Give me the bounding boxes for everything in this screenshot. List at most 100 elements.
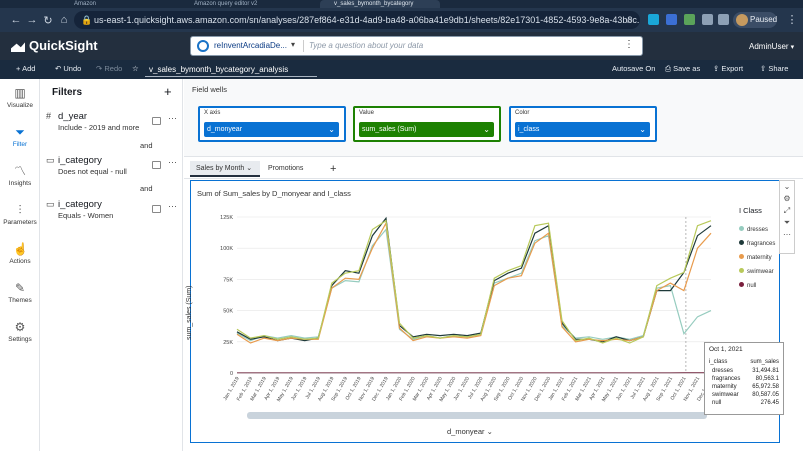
brand-name: QuickSight — [29, 38, 98, 53]
tooltip-row: swimwear 80,587.05 — [712, 392, 779, 398]
filter-scope-icon[interactable] — [152, 161, 161, 169]
actions-icon: ☝ — [13, 242, 28, 256]
chevron-down-icon[interactable]: ▾ — [291, 40, 296, 49]
filter-and-label: and — [140, 141, 153, 150]
text-field-icon: ▭ — [46, 155, 55, 165]
tab-sales-by-month[interactable]: Sales by Month ⌄ — [190, 161, 260, 177]
filter-scope-icon[interactable] — [152, 205, 161, 213]
insights-icon: 〽 — [13, 164, 26, 178]
puzzle-icon[interactable] — [718, 14, 729, 25]
legend-item[interactable]: swimwear — [739, 268, 774, 275]
redo-button[interactable]: ↷ Redo — [96, 64, 123, 73]
more-options-icon[interactable]: ⋮ — [624, 39, 634, 50]
filter-scope-icon[interactable] — [152, 117, 161, 125]
extension-icon[interactable] — [702, 14, 713, 25]
text-field-icon: ▭ — [46, 199, 55, 209]
browser-menu-icon[interactable]: ⋮ — [786, 14, 798, 26]
q-search-box[interactable]: reInventArcadiaDe... ▾ Type a question a… — [190, 36, 643, 56]
legend-item[interactable]: maternity — [739, 254, 772, 261]
filter-and-label: and — [140, 184, 153, 193]
add-button[interactable]: + Add — [16, 64, 36, 73]
chevron-down-icon[interactable]: ⌄ — [246, 165, 253, 172]
nav-themes[interactable]: ✎ Themes — [8, 281, 32, 305]
legend-swatch — [739, 268, 744, 273]
plus-icon: + — [16, 64, 23, 73]
back-icon[interactable]: ← — [10, 14, 22, 26]
extension-icon[interactable] — [666, 14, 677, 25]
more-options-icon[interactable]: ⋯ — [168, 157, 177, 167]
nav-filter[interactable]: ⏷ Filter — [12, 125, 28, 149]
filter-item[interactable]: ▭ i_category Does not equal - null ⋯ — [46, 155, 177, 176]
value-field-pill[interactable]: sum_sales (Sum) ⌄ — [359, 122, 494, 137]
tab-promotions[interactable]: Promotions — [268, 165, 304, 172]
tooltip-header: i_class sum_sales — [709, 359, 779, 365]
filter-item[interactable]: # d_year Include - 2019 and more ⋯ — [46, 111, 177, 132]
filters-panel: Filters + # d_year Include - 2019 and mor… — [40, 79, 183, 451]
legend-item[interactable]: fragrances — [739, 240, 775, 247]
question-input[interactable]: Type a question about your data — [309, 41, 424, 50]
more-options-icon[interactable]: ⋯ — [168, 113, 177, 123]
filter-icon[interactable]: ⏷ — [783, 218, 791, 227]
add-sheet-button[interactable]: + — [330, 163, 337, 175]
value-well[interactable]: Value sum_sales (Sum) ⌄ — [353, 106, 501, 142]
more-options-icon[interactable]: ⋯ — [168, 201, 177, 211]
profile-button[interactable]: Paused — [733, 12, 777, 28]
extension-icon[interactable] — [684, 14, 695, 25]
browser-tab[interactable]: Amazon query editor v2 — [194, 1, 258, 7]
visual-toolbar: ⌄ ⚙ ⤢ ⏷ ⋯ — [779, 180, 795, 254]
color-well[interactable]: Color i_class ⌄ — [509, 106, 657, 142]
x-axis-well[interactable]: X axis d_monyear ⌄ — [198, 106, 346, 142]
nav-parameters[interactable]: ⫶ Parameters — [3, 203, 37, 227]
collapse-icon[interactable]: ⌄ — [783, 182, 791, 191]
undo-button[interactable]: ↶ Undo — [55, 64, 82, 73]
x-axis-field-pill[interactable]: d_monyear ⌄ — [204, 122, 339, 137]
visualize-icon: ▥ — [14, 86, 26, 100]
extension-icon[interactable] — [648, 14, 659, 25]
analysis-name-field[interactable]: v_sales_bymonth_bycategory_analysis — [145, 63, 317, 77]
chevron-down-icon: ⌄ — [486, 427, 493, 436]
legend-swatch — [739, 226, 744, 231]
lock-icon: 🔒 — [81, 15, 93, 25]
x-axis-label[interactable]: d_monyear ⌄ — [447, 427, 493, 436]
browser-tab[interactable]: Amazon — [74, 1, 97, 7]
legend-swatch — [739, 254, 744, 259]
home-icon[interactable]: ⌂ — [60, 14, 68, 26]
autosave-toggle[interactable]: Autosave On — [612, 64, 656, 73]
share-button[interactable]: ⇧ Share — [760, 64, 789, 73]
chevron-down-icon: ▾ — [790, 44, 795, 51]
nav-settings[interactable]: ⚙ Settings — [8, 320, 32, 344]
browser-tab-active[interactable]: v_sales_bymonth_bycategory — [320, 0, 440, 8]
url-field[interactable]: 🔒 us-east-1.quicksight.aws.amazon.com/sn… — [74, 11, 640, 29]
topic-selector[interactable]: reInventArcadiaDe... — [214, 41, 287, 50]
tooltip-row: null 276.45 — [712, 400, 779, 406]
settings-icon[interactable]: ⚙ — [783, 194, 791, 203]
color-field-pill[interactable]: i_class ⌄ — [515, 122, 650, 137]
add-filter-button[interactable]: + — [164, 84, 172, 99]
field-wells: Field wells X axis d_monyear ⌄ Value sum_… — [184, 79, 803, 157]
star-icon[interactable]: ☆ — [132, 64, 139, 73]
sheet-tabs: Sales by Month ⌄ Promotions + — [184, 157, 803, 179]
forward-icon[interactable]: → — [26, 14, 38, 26]
expand-icon[interactable]: ⤢ — [783, 206, 791, 215]
browser-address-bar: ← → ↻ ⌂ 🔒 us-east-1.quicksight.aws.amazo… — [0, 8, 803, 32]
chevron-down-icon: ⌄ — [639, 125, 646, 134]
line-chart-visual[interactable]: Sum of Sum_sales by D_monyear and I_clas… — [190, 180, 780, 443]
filter-item[interactable]: ▭ i_category Equals - Women ⋯ — [46, 199, 177, 220]
save-as-button[interactable]: ⎙ Save as — [665, 64, 701, 73]
x-scrollbar — [247, 412, 707, 419]
legend-item[interactable]: dresses — [739, 226, 768, 233]
quicksight-logo-icon — [11, 40, 25, 52]
bookmark-star-icon[interactable]: ☆ — [624, 15, 633, 25]
reload-icon[interactable]: ↻ — [43, 14, 53, 27]
themes-icon: ✎ — [14, 281, 26, 295]
legend-item[interactable]: null — [739, 282, 756, 289]
nav-visualize[interactable]: ▥ Visualize — [7, 86, 33, 110]
nav-actions[interactable]: ☝ Actions — [9, 242, 31, 266]
legend-swatch — [739, 282, 744, 287]
more-options-icon[interactable]: ⋯ — [783, 230, 791, 239]
user-menu[interactable]: AdminUser ▾ — [749, 42, 795, 51]
nav-insights[interactable]: 〽 Insights — [8, 164, 32, 188]
export-button[interactable]: ⇪ Export — [713, 64, 744, 73]
tooltip-date: Oct 1, 2021 — [709, 346, 743, 353]
